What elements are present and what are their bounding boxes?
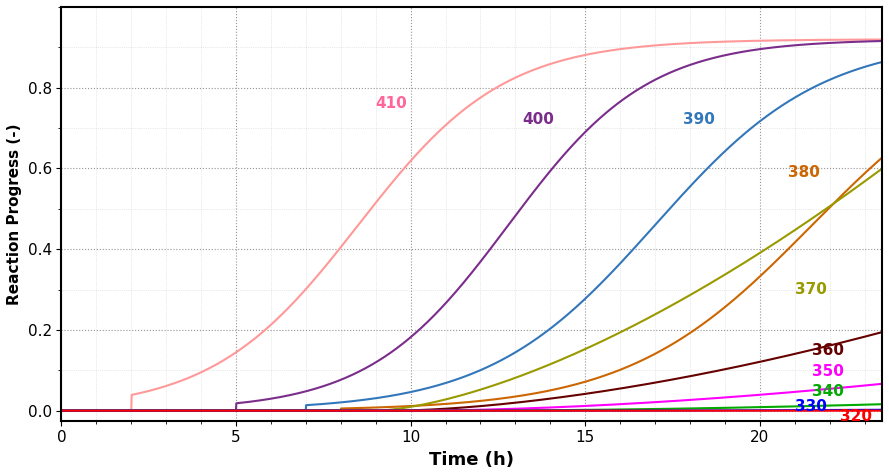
- X-axis label: Time (h): Time (h): [429, 451, 514, 469]
- Text: 360: 360: [813, 343, 845, 358]
- Text: 370: 370: [795, 282, 827, 297]
- Text: 400: 400: [523, 112, 554, 128]
- Text: 330: 330: [795, 399, 827, 414]
- Text: 390: 390: [683, 112, 715, 128]
- Text: 340: 340: [813, 384, 844, 399]
- Text: 320: 320: [840, 409, 872, 424]
- Text: 410: 410: [376, 96, 407, 111]
- Text: 380: 380: [788, 165, 820, 180]
- Text: 350: 350: [813, 364, 844, 378]
- Y-axis label: Reaction Progress (-): Reaction Progress (-): [7, 123, 22, 305]
